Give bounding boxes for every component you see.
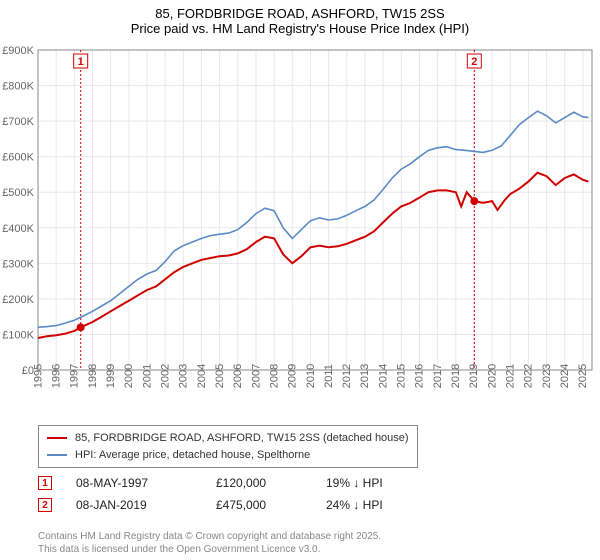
marker-price-1: £120,000 <box>216 476 326 490</box>
chart-title-block: 85, FORDBRIDGE ROAD, ASHFORD, TW15 2SS P… <box>0 0 600 40</box>
svg-text:2014: 2014 <box>377 364 389 388</box>
svg-text:2018: 2018 <box>450 364 462 388</box>
svg-text:2020: 2020 <box>486 364 498 388</box>
svg-text:2008: 2008 <box>268 364 280 388</box>
footer-line1: Contains HM Land Registry data © Crown c… <box>38 531 381 544</box>
svg-text:2023: 2023 <box>541 364 553 388</box>
svg-text:£200K: £200K <box>2 294 34 306</box>
svg-text:£900K: £900K <box>2 45 34 57</box>
footer-attribution: Contains HM Land Registry data © Crown c… <box>38 531 381 556</box>
svg-text:2004: 2004 <box>196 364 208 388</box>
legend-label-blue: HPI: Average price, detached house, Spel… <box>75 447 310 464</box>
svg-text:2012: 2012 <box>341 364 353 388</box>
svg-text:2009: 2009 <box>287 364 299 388</box>
svg-text:2002: 2002 <box>159 364 171 388</box>
chart-svg: 1995199619971998199920002001200220032004… <box>0 40 600 420</box>
svg-text:£0: £0 <box>22 365 34 377</box>
marker-badge-1: 1 <box>38 476 52 490</box>
svg-text:2003: 2003 <box>178 364 190 388</box>
svg-text:2010: 2010 <box>305 364 317 388</box>
marker-row-2: 2 08-JAN-2019 £475,000 24% ↓ HPI <box>38 494 446 516</box>
svg-text:2011: 2011 <box>323 364 335 388</box>
svg-text:2025: 2025 <box>577 364 589 388</box>
marker-badge-2-num: 2 <box>42 500 48 511</box>
svg-text:1999: 1999 <box>105 364 117 388</box>
svg-text:2024: 2024 <box>559 364 571 388</box>
svg-text:£800K: £800K <box>2 81 34 93</box>
svg-text:2006: 2006 <box>232 364 244 388</box>
legend: 85, FORDBRIDGE ROAD, ASHFORD, TW15 2SS (… <box>38 425 418 468</box>
marker-pct-2: 24% ↓ HPI <box>326 498 446 512</box>
marker-badge-2: 2 <box>38 498 52 512</box>
legend-label-red: 85, FORDBRIDGE ROAD, ASHFORD, TW15 2SS (… <box>75 430 409 447</box>
svg-text:2005: 2005 <box>214 364 226 388</box>
legend-swatch-blue <box>47 454 67 456</box>
chart-title-line1: 85, FORDBRIDGE ROAD, ASHFORD, TW15 2SS <box>0 6 600 21</box>
svg-text:1997: 1997 <box>69 364 81 388</box>
marker-price-2: £475,000 <box>216 498 326 512</box>
svg-text:£400K: £400K <box>2 223 34 235</box>
legend-row-red: 85, FORDBRIDGE ROAD, ASHFORD, TW15 2SS (… <box>47 430 409 447</box>
svg-text:2022: 2022 <box>523 364 535 388</box>
svg-text:1: 1 <box>78 56 84 68</box>
chart-title-line2: Price paid vs. HM Land Registry's House … <box>0 21 600 36</box>
marker-table: 1 08-MAY-1997 £120,000 19% ↓ HPI 2 08-JA… <box>38 472 446 516</box>
svg-text:2013: 2013 <box>359 364 371 388</box>
svg-text:2000: 2000 <box>123 364 135 388</box>
svg-text:£700K: £700K <box>2 116 34 128</box>
marker-date-2: 08-JAN-2019 <box>76 498 216 512</box>
svg-text:2015: 2015 <box>396 364 408 388</box>
svg-text:2017: 2017 <box>432 364 444 388</box>
svg-text:2007: 2007 <box>250 364 262 388</box>
svg-text:£100K: £100K <box>2 329 34 341</box>
legend-swatch-red <box>47 437 67 439</box>
svg-text:1996: 1996 <box>50 364 62 388</box>
marker-pct-1: 19% ↓ HPI <box>326 476 446 490</box>
marker-row-1: 1 08-MAY-1997 £120,000 19% ↓ HPI <box>38 472 446 494</box>
svg-text:£600K: £600K <box>2 152 34 164</box>
svg-text:2016: 2016 <box>414 364 426 388</box>
legend-row-blue: HPI: Average price, detached house, Spel… <box>47 447 409 464</box>
chart-area: 1995199619971998199920002001200220032004… <box>0 40 600 420</box>
footer-line2: This data is licensed under the Open Gov… <box>38 544 381 557</box>
marker-date-1: 08-MAY-1997 <box>76 476 216 490</box>
svg-text:2021: 2021 <box>505 364 517 388</box>
svg-text:2001: 2001 <box>141 364 153 388</box>
marker-badge-1-num: 1 <box>42 478 48 489</box>
svg-text:£500K: £500K <box>2 187 34 199</box>
svg-text:1998: 1998 <box>87 364 99 388</box>
svg-text:£300K: £300K <box>2 258 34 270</box>
svg-text:2: 2 <box>471 56 477 68</box>
